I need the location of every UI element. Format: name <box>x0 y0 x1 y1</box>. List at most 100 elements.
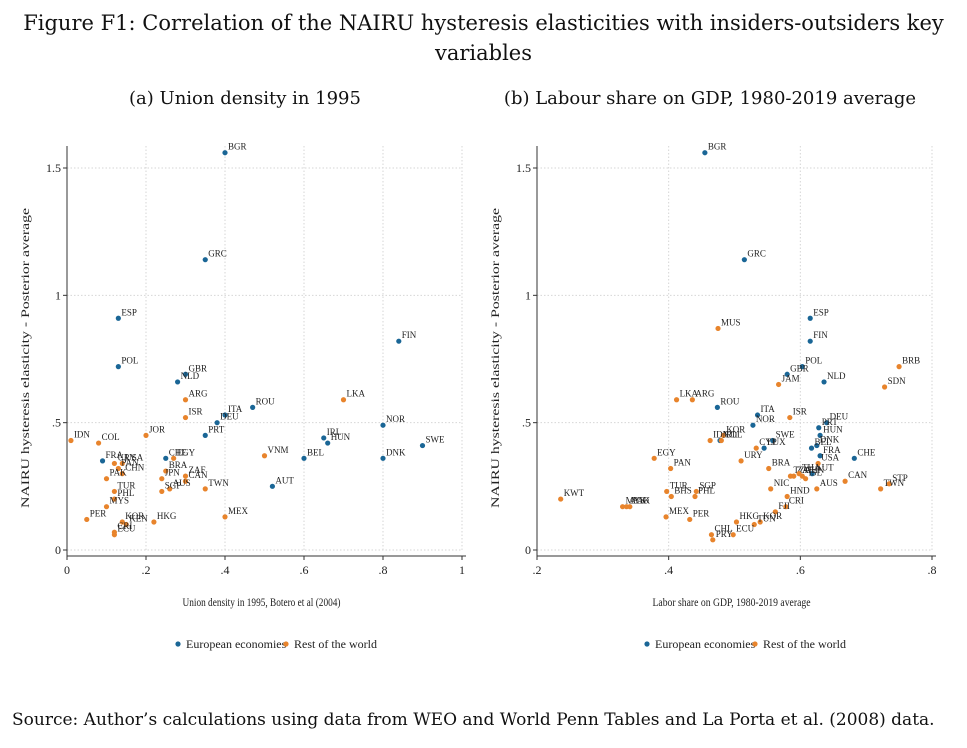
y-tick-label: .5 <box>52 416 61 430</box>
x-axis-title: Union density in 1995, Botero et al (200… <box>183 595 341 609</box>
source-note: Source: Author’s calculations using data… <box>12 710 935 730</box>
data-point <box>419 442 426 449</box>
point-label: KEN <box>129 514 148 524</box>
point-label: AGO <box>630 496 650 506</box>
point-label: IDN <box>713 429 729 439</box>
point-label: PAN <box>674 458 692 468</box>
data-point <box>68 437 74 444</box>
data-point <box>340 397 347 403</box>
data-point <box>111 532 117 538</box>
data-point <box>159 488 165 495</box>
x-tick-label: 1 <box>459 563 465 577</box>
data-point <box>163 455 169 461</box>
data-point <box>99 458 106 464</box>
point-label: POL <box>805 356 822 366</box>
data-point <box>720 432 726 438</box>
data-point <box>214 420 220 426</box>
point-label: ROU <box>720 396 740 406</box>
point-label: TWN <box>208 478 229 488</box>
point-label: FJI <box>778 501 790 511</box>
data-point <box>111 488 117 495</box>
data-point <box>814 442 820 449</box>
data-point <box>753 445 759 451</box>
point-label: HUN <box>331 432 351 442</box>
data-point <box>784 371 790 377</box>
point-label: IRL <box>723 429 738 439</box>
data-point <box>627 504 633 510</box>
point-label: MEX <box>669 506 690 516</box>
data-point <box>692 493 698 500</box>
point-label: URY <box>117 452 136 462</box>
point-label: ROU <box>256 396 276 406</box>
point-label: FRA <box>823 445 841 455</box>
data-point <box>730 532 736 538</box>
point-label: SGP <box>699 480 716 490</box>
point-label: PHL <box>698 486 715 496</box>
x-tick-label: .6 <box>796 563 805 577</box>
data-point <box>182 397 189 403</box>
point-label: DNK <box>386 447 406 457</box>
data-point <box>814 486 820 492</box>
data-point <box>115 465 121 472</box>
point-label: COL <box>102 432 120 442</box>
data-point <box>84 516 90 523</box>
point-label: HND <box>790 486 810 496</box>
point-label: JOR <box>149 424 165 434</box>
point-label: PER <box>90 508 107 518</box>
data-point <box>182 473 189 479</box>
data-point <box>693 488 699 495</box>
y-tick-label: 1 <box>55 288 61 302</box>
point-label: ESP <box>121 307 137 317</box>
data-point <box>222 514 228 520</box>
point-label: ARG <box>189 389 209 399</box>
data-point <box>167 486 173 492</box>
data-point <box>163 468 169 474</box>
legend-label: European economies <box>655 637 756 651</box>
legend-label: European economies <box>186 637 287 651</box>
point-label: AUT <box>815 463 834 473</box>
point-label: COL <box>724 429 742 439</box>
point-label: ZAF <box>797 465 814 475</box>
point-label: GRC <box>747 249 766 259</box>
point-label: CHN <box>125 463 145 473</box>
data-point <box>668 465 674 472</box>
point-label: EGY <box>657 447 676 457</box>
data-point <box>715 325 721 332</box>
data-point <box>816 425 822 431</box>
point-label: DEU <box>830 412 849 422</box>
data-point <box>751 521 757 528</box>
point-label: CAN <box>848 470 868 480</box>
point-label: CRI <box>789 496 804 506</box>
point-label: URY <box>744 450 763 460</box>
data-point <box>815 460 821 467</box>
data-point <box>718 437 724 444</box>
point-label: LKA <box>347 389 366 399</box>
data-point <box>396 338 402 344</box>
data-point <box>182 371 189 377</box>
point-label: BRA <box>772 458 791 468</box>
data-point <box>783 504 789 510</box>
point-label: IRL <box>327 427 342 437</box>
figure-title: Figure F1: Correlation of the NAIRU hyst… <box>23 11 944 65</box>
x-tick-label: .4 <box>664 563 673 577</box>
data-point <box>761 445 767 451</box>
point-label: DEU <box>220 412 239 422</box>
data-point <box>791 473 797 479</box>
point-label: FIN <box>402 330 417 340</box>
point-label: KOR <box>125 511 144 521</box>
data-point <box>817 432 823 438</box>
point-label: CYP <box>759 437 777 447</box>
data-point <box>787 414 793 421</box>
data-point <box>222 412 228 418</box>
data-point <box>799 364 805 370</box>
data-point <box>803 476 809 482</box>
point-label: AUS <box>173 478 191 488</box>
data-point <box>202 486 208 492</box>
point-label: BEL <box>815 437 832 447</box>
data-point <box>741 257 747 263</box>
data-point <box>269 483 275 489</box>
point-label: POL <box>121 356 138 366</box>
data-point <box>784 493 790 500</box>
x-tick-label: .6 <box>300 563 309 577</box>
data-point <box>817 453 823 459</box>
